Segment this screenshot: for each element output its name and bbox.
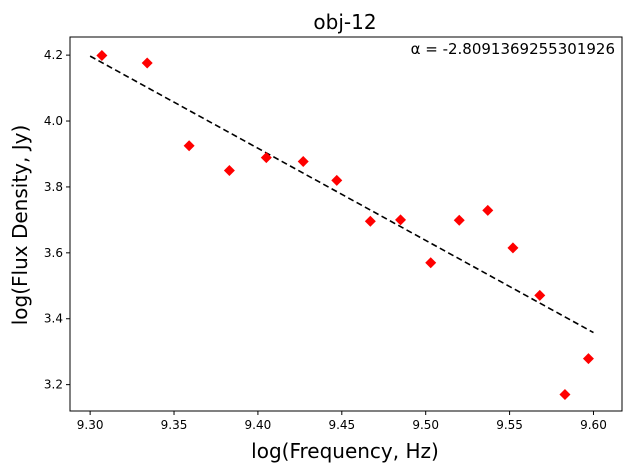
fit-line — [89, 55, 594, 334]
y-tick-label: 3.8 — [44, 180, 63, 194]
x-tick-label: 9.30 — [77, 418, 104, 432]
data-point — [364, 215, 376, 227]
plot-area — [89, 49, 594, 401]
data-point — [425, 257, 437, 269]
x-axis-label: log(Frequency, Hz) — [251, 439, 439, 463]
y-tick-label: 4.0 — [44, 114, 63, 128]
data-point — [96, 49, 108, 61]
y-axis-label: log(Flux Density, Jy) — [8, 125, 32, 326]
x-tick-label: 9.40 — [245, 418, 272, 432]
y-tick-label: 3.2 — [44, 378, 63, 392]
data-point — [482, 204, 494, 216]
x-tick-label: 9.60 — [580, 418, 607, 432]
plot-frame — [69, 36, 623, 412]
data-point — [534, 289, 546, 301]
y-tick-label: 3.6 — [44, 246, 63, 260]
data-point — [260, 152, 272, 164]
y-tick-label: 3.4 — [44, 312, 63, 326]
data-point — [141, 57, 153, 69]
x-tick-label: 9.50 — [412, 418, 439, 432]
data-point — [582, 353, 594, 365]
data-point — [507, 242, 519, 254]
axes: 9.30 9.35 9.40 9.45 9.50 9.55 9.60 3.2 3.4 3.6 3.8… — [44, 48, 607, 432]
data-point — [183, 140, 195, 152]
alpha-annotation: α = -2.8091369255301926 — [411, 40, 615, 58]
data-point — [223, 164, 235, 176]
data-point — [331, 174, 343, 186]
data-point — [395, 214, 407, 226]
x-tick-label: 9.35 — [161, 418, 188, 432]
data-point — [559, 389, 571, 401]
chart-title: obj-12 — [313, 10, 376, 34]
y-tick-label: 4.2 — [44, 48, 63, 62]
x-tick-label: 9.55 — [496, 418, 523, 432]
data-point — [453, 214, 465, 226]
x-tick-label: 9.45 — [328, 418, 355, 432]
data-point — [297, 156, 309, 168]
